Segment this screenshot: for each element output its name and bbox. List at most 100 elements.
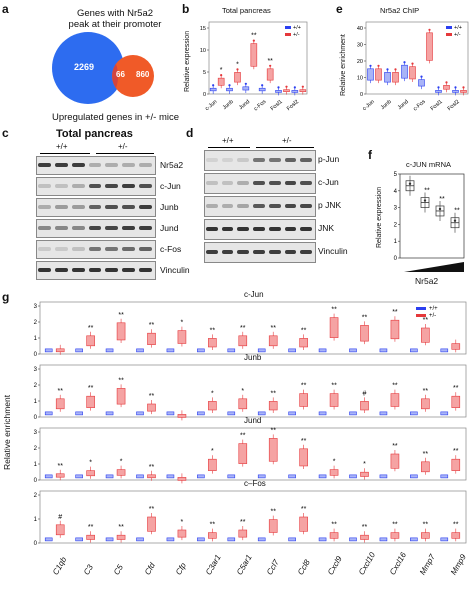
box-het (177, 330, 187, 344)
box-het (329, 532, 339, 539)
legend-label-het: +/- (429, 313, 436, 319)
panel-f-title: c-JUN mRNA (406, 160, 451, 169)
panel-d-letter: d (186, 126, 194, 140)
point (301, 85, 304, 88)
box-het (147, 516, 156, 532)
box-het (360, 325, 369, 342)
significance-mark: ** (423, 317, 429, 324)
legend-label-wt: +/+ (293, 25, 301, 31)
y-tick-label: 5 (394, 172, 398, 178)
blot-band (253, 180, 265, 185)
y-tick-label: 2 (394, 222, 398, 228)
box-het (421, 398, 430, 410)
blot-band (71, 183, 85, 188)
box-wt (440, 537, 449, 542)
gene-label: Cxcl16 (387, 550, 408, 577)
significance-mark: ** (149, 322, 155, 329)
y-tick-label: 40 (357, 26, 363, 32)
box-wt (75, 474, 83, 479)
box-wt (44, 348, 53, 353)
blot-band (105, 204, 119, 209)
y-tick-label: 2 (34, 383, 38, 389)
significance-mark: ** (331, 307, 337, 314)
point (277, 86, 280, 89)
x-tick-label: c-Jun (362, 99, 376, 112)
venn-circle-upregulated (112, 55, 154, 97)
significance-mark: ** (57, 388, 63, 395)
panel-c-group2-line (96, 153, 154, 154)
significance-mark: ** (267, 58, 273, 65)
venn-count-overlap: 66 (116, 70, 125, 79)
y-tick-label: 20 (357, 59, 363, 65)
y-tick-label: 0 (34, 541, 38, 547)
gene-label: Ccl8 (295, 558, 312, 577)
blot-band (284, 249, 297, 254)
significance-mark: ** (301, 506, 307, 513)
blot-row-label: c-Fos (160, 244, 182, 254)
legend-label-het: +/- (454, 32, 461, 38)
box-wt (105, 411, 114, 416)
y-tick-label: 5 (203, 70, 206, 76)
blot-band (221, 180, 234, 185)
box-het (451, 532, 461, 539)
significance-mark: ** (210, 522, 216, 529)
box-het (116, 469, 126, 476)
venn-diagram (52, 32, 154, 104)
gene-label: Cxcl9 (326, 554, 345, 577)
plot-frame (39, 427, 467, 481)
significance-mark: ** (57, 463, 63, 470)
significance-mark: ** (210, 327, 216, 334)
blot-band (105, 246, 119, 251)
box-wt (440, 411, 449, 416)
panel-b-boxplot: 0 5 10 15 * c-Jun * Junb ** Jund ** c-Fos Fosl1 Fosl2… (200, 21, 308, 112)
blot-band (71, 225, 85, 230)
significance-mark: * (89, 460, 92, 467)
blot-band (122, 267, 136, 272)
y-tick-label: 1 (34, 336, 38, 342)
box-wt (75, 348, 83, 353)
y-tick-label: 0 (34, 352, 38, 358)
blot-row-label: Vinculin (318, 246, 348, 256)
venn-title: Genes with Nr5a2 peak at their promoter (68, 8, 162, 30)
blot-band (206, 249, 218, 254)
significance-mark: ** (331, 522, 337, 529)
significance-mark: * (181, 519, 184, 526)
blot-band (122, 204, 136, 209)
blot-band (139, 267, 152, 272)
box (226, 87, 233, 92)
significance-mark: ** (453, 385, 459, 392)
blot-band (221, 203, 234, 208)
blot-band (237, 157, 250, 162)
y-tick-label: 4 (394, 189, 398, 195)
point (269, 64, 272, 67)
box-wt (166, 474, 175, 479)
box-wt (257, 348, 266, 353)
box-wt (136, 348, 144, 353)
blot-row-label: Jund (160, 223, 179, 233)
panel-f-boxplot: 0 1 2 3 4 5 ** ** ** (394, 172, 465, 272)
blot-band (105, 162, 119, 167)
box (291, 90, 299, 93)
panel-a-letter: a (2, 2, 9, 16)
significance-mark: ** (392, 522, 398, 529)
y-tick-label: 1 (34, 399, 38, 405)
box-het (451, 343, 461, 350)
significance-mark: ** (301, 438, 307, 445)
box-wt (410, 348, 418, 353)
panel-g-letter: g (2, 290, 10, 304)
box-het (268, 438, 278, 462)
legend-swatch-wt (446, 26, 452, 29)
point (445, 81, 448, 84)
y-tick-label: 10 (357, 76, 363, 82)
x-tick-label: Fosl1 (430, 99, 444, 112)
box-het (238, 335, 248, 347)
box-het (299, 516, 308, 532)
box-wt (227, 411, 236, 416)
blot-band (88, 183, 102, 188)
box-het (238, 443, 248, 464)
significance-mark: ** (362, 314, 368, 321)
box-het (299, 338, 308, 348)
box-het (208, 401, 217, 411)
box-het (86, 335, 95, 347)
blot-band (237, 249, 250, 254)
